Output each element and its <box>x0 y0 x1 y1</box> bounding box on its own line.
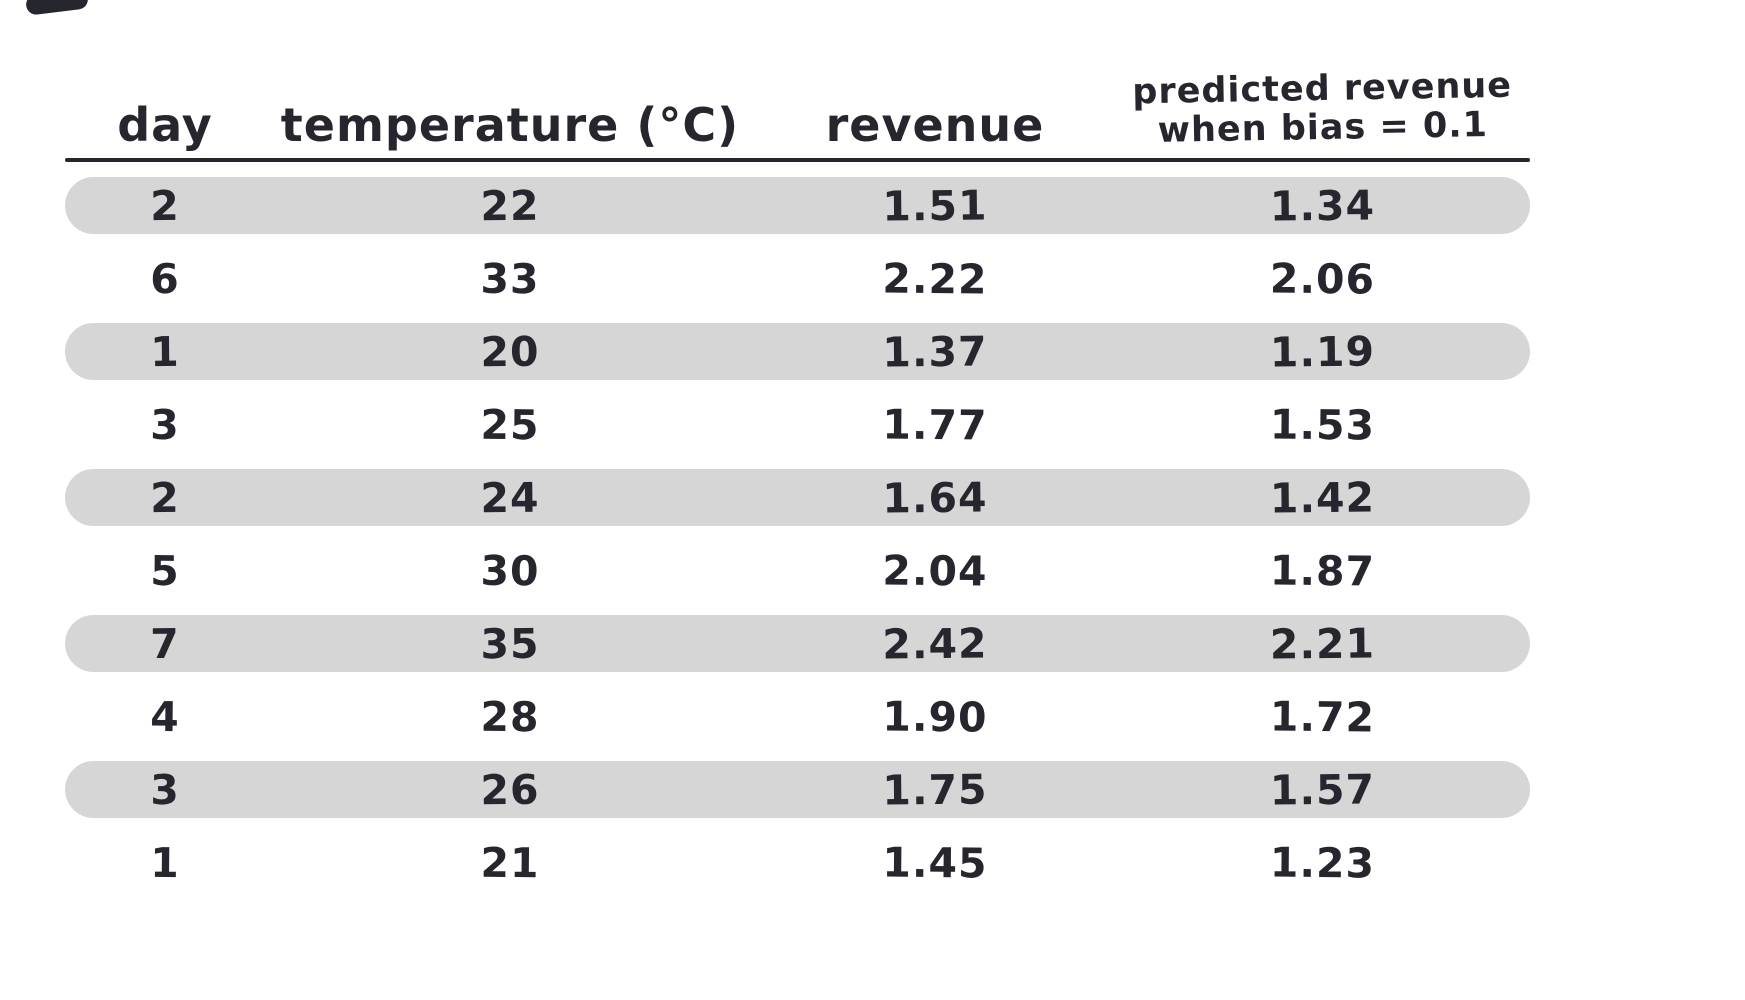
cell-day: 2 <box>149 181 181 230</box>
cell-temperature: 24 <box>480 473 540 522</box>
cell-day: 7 <box>149 619 181 668</box>
cell-temperature: 35 <box>480 619 540 668</box>
data-table: day temperature (°C) revenue predicted r… <box>65 36 1530 891</box>
cell-revenue: 2.22 <box>882 254 988 303</box>
cell-temperature: 20 <box>480 327 540 376</box>
cell-day: 1 <box>150 838 180 887</box>
table-row: 2 24 1.64 1.42 <box>65 469 1530 526</box>
cell-predicted: 1.42 <box>1269 472 1376 523</box>
cell-predicted: 1.72 <box>1269 692 1376 741</box>
table-row: 4 28 1.90 1.72 <box>65 688 1530 745</box>
cell-day: 6 <box>150 254 180 303</box>
cell-predicted: 1.57 <box>1269 764 1376 815</box>
table-row: 2 22 1.51 1.34 <box>65 177 1530 234</box>
cell-day: 1 <box>149 327 181 376</box>
cell-day: 5 <box>150 546 180 595</box>
cell-day: 3 <box>150 400 180 449</box>
cell-predicted: 2.21 <box>1269 618 1376 669</box>
cell-revenue: 1.90 <box>882 692 988 741</box>
header-divider-line <box>65 158 1530 162</box>
cell-predicted: 1.19 <box>1269 326 1376 377</box>
cell-revenue: 1.45 <box>882 838 988 887</box>
cell-predicted: 2.06 <box>1269 254 1376 303</box>
cell-revenue: 1.37 <box>882 326 988 377</box>
cell-revenue: 1.64 <box>882 472 988 523</box>
cell-day: 2 <box>149 473 181 522</box>
cell-temperature: 22 <box>480 181 540 230</box>
cell-day: 3 <box>149 765 181 814</box>
ink-corner-mark <box>25 0 89 16</box>
cell-predicted: 1.34 <box>1269 180 1376 231</box>
header-day: day <box>117 98 213 152</box>
cell-predicted: 1.87 <box>1269 546 1376 595</box>
header-revenue: revenue <box>825 98 1045 152</box>
table-row: 7 35 2.42 2.21 <box>65 615 1530 672</box>
cell-temperature: 30 <box>480 546 540 595</box>
cell-predicted: 1.23 <box>1269 838 1376 887</box>
table-row: 5 30 2.04 1.87 <box>65 542 1530 599</box>
cell-temperature: 21 <box>480 838 540 887</box>
cell-predicted: 1.53 <box>1269 400 1376 449</box>
cell-revenue: 1.51 <box>882 180 988 231</box>
cell-temperature: 33 <box>480 254 540 303</box>
cell-temperature: 25 <box>480 400 540 449</box>
header-temperature: temperature (°C) <box>280 98 740 152</box>
header-predicted-line2: when bias = 0.1 <box>1157 104 1489 151</box>
table-header-row: day temperature (°C) revenue predicted r… <box>65 36 1530 158</box>
cell-temperature: 28 <box>480 692 540 741</box>
table-row: 1 21 1.45 1.23 <box>65 834 1530 891</box>
table-body: 2 22 1.51 1.34 6 33 2.22 2.06 1 20 1.37 … <box>65 177 1530 891</box>
table-row: 3 26 1.75 1.57 <box>65 761 1530 818</box>
cell-revenue: 2.42 <box>882 618 988 669</box>
cell-revenue: 2.04 <box>882 546 988 595</box>
cell-day: 4 <box>150 692 180 741</box>
cell-revenue: 1.77 <box>882 400 988 449</box>
cell-revenue: 1.75 <box>882 764 988 815</box>
header-predicted-revenue: predicted revenue when bias = 0.1 <box>1114 65 1530 152</box>
table-row: 3 25 1.77 1.53 <box>65 396 1530 453</box>
cell-temperature: 26 <box>480 765 540 814</box>
table-row: 6 33 2.22 2.06 <box>65 250 1530 307</box>
table-row: 1 20 1.37 1.19 <box>65 323 1530 380</box>
